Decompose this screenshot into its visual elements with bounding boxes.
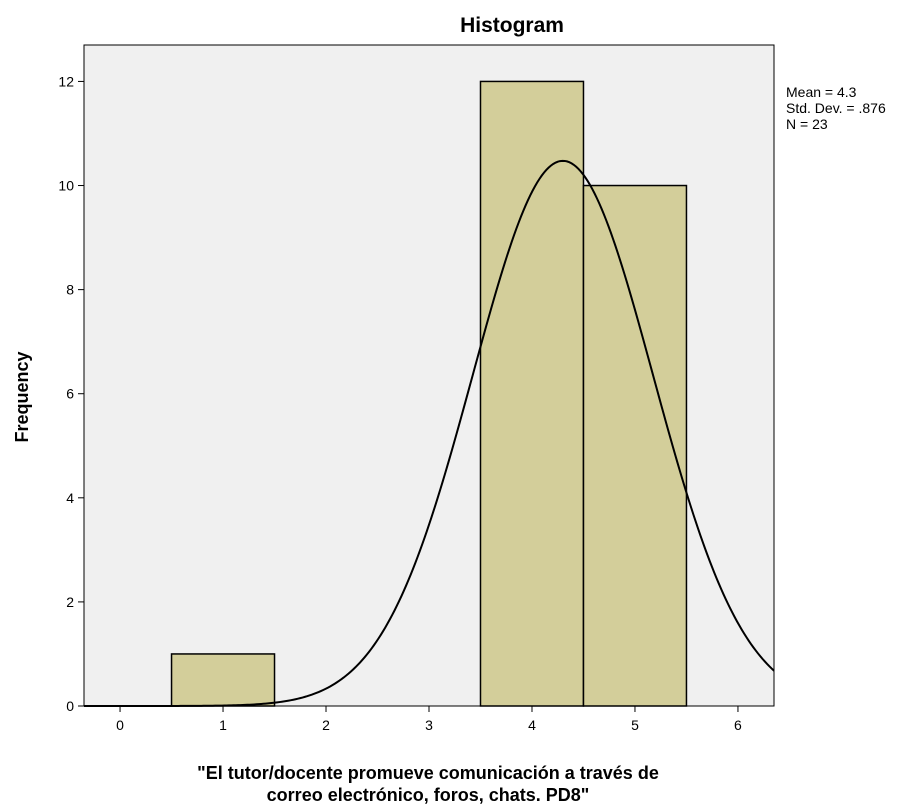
y-axis-title: Frequency (12, 351, 32, 442)
stats-std-dev: Std. Dev. = .876 (786, 100, 886, 116)
x-tick-label: 0 (116, 717, 124, 733)
x-tick-label: 4 (528, 717, 536, 733)
histogram-bar (479, 80, 585, 707)
x-axis: 0 1 2 3 4 5 6 (116, 706, 742, 733)
stats-n: N = 23 (786, 116, 828, 132)
x-tick-label: 2 (322, 717, 330, 733)
x-tick-label: 6 (734, 717, 742, 733)
x-axis-title-line-1: "El tutor/docente promueve comunicación … (197, 763, 659, 783)
x-axis-title-line-2: correo electrónico, foros, chats. PD8" (267, 785, 590, 805)
stats-mean: Mean = 4.3 (786, 84, 857, 100)
y-tick-label: 0 (66, 698, 74, 714)
y-tick-label: 12 (58, 73, 74, 89)
y-tick-label: 4 (66, 490, 74, 506)
y-tick-label: 6 (66, 386, 74, 402)
chart-title: Histogram (460, 14, 564, 37)
y-tick-label: 2 (66, 594, 74, 610)
histogram-bar (170, 653, 276, 707)
y-tick-label: 8 (66, 282, 74, 298)
normal-curve (84, 159, 775, 707)
x-tick-label: 3 (425, 717, 433, 733)
bars-group (170, 80, 688, 707)
y-axis: 0 2 4 6 8 10 12 (58, 73, 84, 714)
x-tick-label: 1 (219, 717, 227, 733)
x-tick-label: 5 (631, 717, 639, 733)
histogram-bar (582, 184, 688, 707)
y-tick-label: 10 (58, 178, 74, 194)
